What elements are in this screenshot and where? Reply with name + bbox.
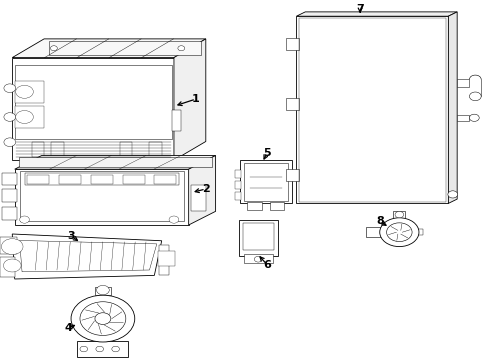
- Bar: [32, 142, 44, 157]
- Text: 1: 1: [192, 94, 200, 104]
- Polygon shape: [296, 12, 457, 16]
- Bar: [235, 192, 241, 200]
- Bar: [149, 142, 162, 157]
- Circle shape: [96, 346, 103, 352]
- Circle shape: [4, 138, 16, 147]
- Bar: [15, 81, 44, 103]
- Circle shape: [80, 302, 126, 336]
- Bar: [247, 202, 262, 210]
- Text: 6: 6: [263, 260, 271, 270]
- Bar: [20, 171, 184, 221]
- Bar: [91, 175, 113, 184]
- Bar: [2, 207, 17, 220]
- Bar: [51, 142, 64, 157]
- Bar: [95, 287, 111, 295]
- Polygon shape: [448, 12, 457, 203]
- Bar: [0, 237, 17, 254]
- Polygon shape: [15, 156, 216, 169]
- Bar: [393, 211, 405, 219]
- Bar: [243, 223, 274, 250]
- Bar: [24, 173, 179, 185]
- Circle shape: [169, 216, 179, 223]
- Bar: [27, 175, 49, 184]
- Bar: [2, 173, 17, 185]
- Circle shape: [254, 256, 262, 262]
- Circle shape: [469, 114, 479, 121]
- Circle shape: [4, 84, 16, 93]
- Bar: [286, 39, 299, 50]
- Bar: [235, 181, 241, 189]
- Polygon shape: [174, 39, 206, 160]
- Text: 8: 8: [376, 216, 384, 226]
- Text: 4: 4: [65, 323, 73, 333]
- Bar: [191, 185, 206, 211]
- Bar: [239, 220, 278, 256]
- Polygon shape: [189, 156, 216, 225]
- Circle shape: [387, 223, 412, 242]
- Bar: [457, 80, 469, 87]
- Bar: [366, 227, 381, 237]
- Polygon shape: [296, 16, 448, 203]
- Polygon shape: [12, 234, 162, 279]
- Circle shape: [4, 113, 16, 121]
- Circle shape: [50, 46, 57, 51]
- Text: 2: 2: [202, 184, 210, 194]
- Bar: [457, 114, 469, 121]
- Bar: [235, 170, 241, 178]
- Bar: [299, 18, 446, 202]
- Circle shape: [395, 211, 404, 218]
- Bar: [15, 65, 171, 139]
- Polygon shape: [12, 58, 174, 160]
- Circle shape: [380, 218, 419, 247]
- Bar: [286, 170, 299, 181]
- Text: 5: 5: [263, 148, 271, 158]
- Circle shape: [16, 85, 33, 98]
- Bar: [416, 229, 423, 235]
- Text: 3: 3: [67, 231, 75, 241]
- Bar: [15, 106, 44, 128]
- Circle shape: [20, 216, 29, 223]
- Bar: [120, 142, 132, 157]
- Bar: [158, 251, 175, 266]
- Polygon shape: [12, 39, 206, 58]
- Polygon shape: [49, 41, 201, 55]
- Bar: [0, 257, 15, 277]
- Bar: [244, 254, 273, 263]
- Circle shape: [95, 313, 111, 324]
- Circle shape: [469, 92, 481, 101]
- Circle shape: [178, 46, 185, 51]
- Bar: [2, 189, 17, 202]
- Circle shape: [1, 239, 23, 255]
- Bar: [244, 163, 288, 201]
- Circle shape: [71, 295, 135, 342]
- Bar: [154, 175, 176, 184]
- Polygon shape: [15, 169, 189, 225]
- Circle shape: [3, 259, 21, 272]
- Text: 7: 7: [356, 4, 364, 14]
- Bar: [240, 160, 292, 203]
- Bar: [172, 110, 181, 131]
- Circle shape: [16, 111, 33, 123]
- Bar: [59, 175, 81, 184]
- Polygon shape: [19, 157, 212, 167]
- Bar: [122, 175, 145, 184]
- Circle shape: [448, 191, 458, 198]
- Bar: [77, 341, 128, 357]
- Bar: [270, 202, 284, 210]
- Bar: [159, 245, 169, 274]
- Circle shape: [80, 346, 88, 352]
- Bar: [286, 98, 299, 110]
- Circle shape: [112, 346, 120, 352]
- Circle shape: [97, 285, 109, 295]
